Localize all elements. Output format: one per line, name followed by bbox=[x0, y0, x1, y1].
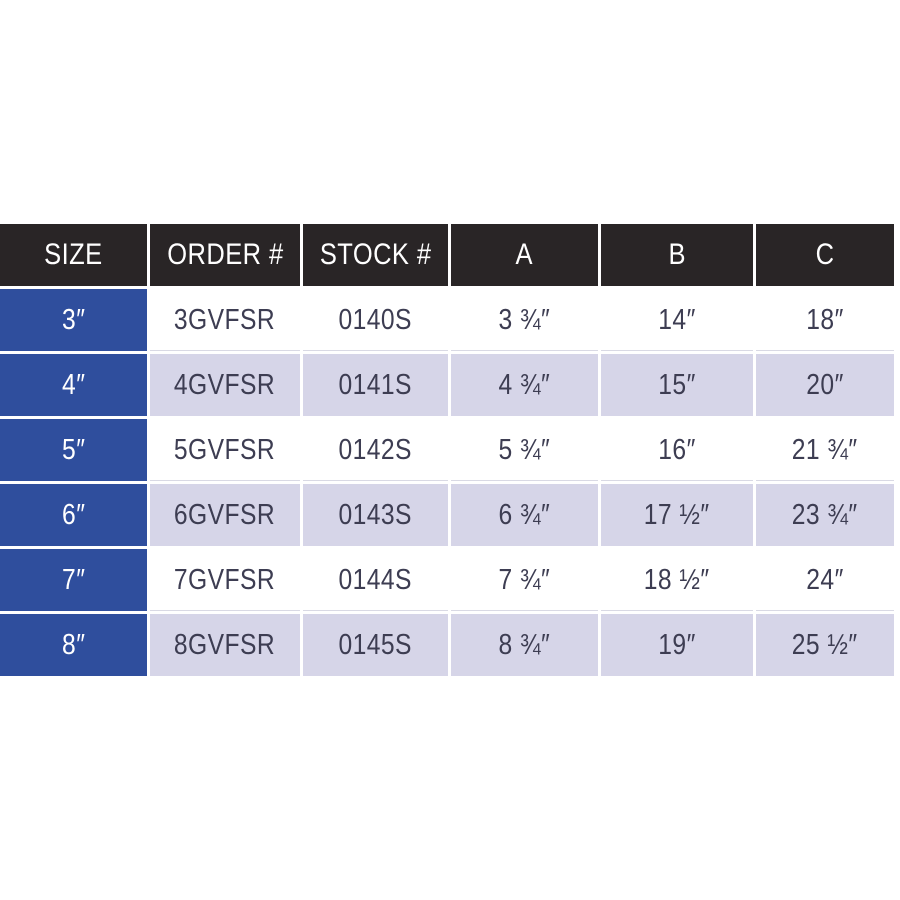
cell-dim-a: 4 ¾″ bbox=[451, 354, 598, 416]
spec-table: SIZE ORDER # STOCK # A B C 3″ 3GVFSR 014… bbox=[0, 224, 894, 676]
stock-number-value: 0144S bbox=[338, 563, 413, 596]
cell-order-number: 5GVFSR bbox=[150, 419, 300, 481]
dim-c-value: 21 ¾″ bbox=[792, 433, 858, 466]
col-header-size: SIZE bbox=[0, 224, 147, 286]
dim-a-value: 8 ¾″ bbox=[498, 628, 551, 661]
dim-a-value: 7 ¾″ bbox=[498, 563, 551, 596]
size-value: 7″ bbox=[61, 563, 86, 596]
cell-order-number: 3GVFSR bbox=[150, 289, 300, 351]
cell-size: 6″ bbox=[0, 484, 147, 546]
col-header-a-label: A bbox=[515, 238, 534, 271]
cell-dim-c: 25 ½″ bbox=[756, 614, 894, 676]
order-number-value: 8GVFSR bbox=[174, 628, 276, 661]
stock-number-value: 0142S bbox=[338, 433, 413, 466]
col-header-b: B bbox=[601, 224, 753, 286]
order-number-value: 4GVFSR bbox=[174, 368, 276, 401]
order-number-value: 3GVFSR bbox=[174, 303, 276, 336]
cell-size: 8″ bbox=[0, 614, 147, 676]
cell-dim-c: 24″ bbox=[756, 549, 894, 611]
dim-b-value: 17 ½″ bbox=[644, 498, 710, 531]
cell-dim-c: 18″ bbox=[756, 289, 894, 351]
cell-size: 3″ bbox=[0, 289, 147, 351]
col-header-c: C bbox=[756, 224, 894, 286]
dim-c-value: 25 ½″ bbox=[792, 628, 858, 661]
size-value: 8″ bbox=[61, 628, 86, 661]
cell-stock-number: 0142S bbox=[303, 419, 448, 481]
cell-size: 4″ bbox=[0, 354, 147, 416]
col-header-a: A bbox=[451, 224, 598, 286]
order-number-value: 7GVFSR bbox=[174, 563, 276, 596]
dim-b-value: 15″ bbox=[658, 368, 696, 401]
cell-dim-a: 8 ¾″ bbox=[451, 614, 598, 676]
cell-dim-b: 15″ bbox=[601, 354, 753, 416]
cell-stock-number: 0145S bbox=[303, 614, 448, 676]
cell-order-number: 4GVFSR bbox=[150, 354, 300, 416]
size-value: 4″ bbox=[61, 368, 86, 401]
dim-c-value: 18″ bbox=[806, 303, 844, 336]
cell-dim-b: 16″ bbox=[601, 419, 753, 481]
cell-dim-b: 17 ½″ bbox=[601, 484, 753, 546]
order-number-value: 6GVFSR bbox=[174, 498, 276, 531]
cell-stock-number: 0140S bbox=[303, 289, 448, 351]
cell-dim-b: 14″ bbox=[601, 289, 753, 351]
cell-dim-b: 18 ½″ bbox=[601, 549, 753, 611]
cell-dim-c: 20″ bbox=[756, 354, 894, 416]
dim-b-value: 14″ bbox=[658, 303, 696, 336]
cell-order-number: 7GVFSR bbox=[150, 549, 300, 611]
dim-a-value: 3 ¾″ bbox=[498, 303, 551, 336]
cell-stock-number: 0141S bbox=[303, 354, 448, 416]
cell-dim-a: 5 ¾″ bbox=[451, 419, 598, 481]
dim-b-value: 19″ bbox=[658, 628, 696, 661]
cell-order-number: 8GVFSR bbox=[150, 614, 300, 676]
dim-b-value: 18 ½″ bbox=[644, 563, 710, 596]
dim-a-value: 4 ¾″ bbox=[498, 368, 551, 401]
cell-size: 7″ bbox=[0, 549, 147, 611]
cell-dim-c: 21 ¾″ bbox=[756, 419, 894, 481]
col-header-stock-label: STOCK # bbox=[319, 238, 432, 271]
dim-c-value: 23 ¾″ bbox=[792, 498, 858, 531]
size-value: 3″ bbox=[61, 303, 86, 336]
dim-a-value: 6 ¾″ bbox=[498, 498, 551, 531]
dim-b-value: 16″ bbox=[658, 433, 696, 466]
size-value: 5″ bbox=[61, 433, 86, 466]
size-value: 6″ bbox=[61, 498, 86, 531]
cell-stock-number: 0144S bbox=[303, 549, 448, 611]
col-header-size-label: SIZE bbox=[44, 238, 103, 271]
cell-dim-a: 6 ¾″ bbox=[451, 484, 598, 546]
cell-dim-b: 19″ bbox=[601, 614, 753, 676]
stock-number-value: 0143S bbox=[338, 498, 413, 531]
dim-c-value: 24″ bbox=[806, 563, 844, 596]
cell-dim-a: 7 ¾″ bbox=[451, 549, 598, 611]
cell-size: 5″ bbox=[0, 419, 147, 481]
dim-a-value: 5 ¾″ bbox=[498, 433, 551, 466]
col-header-c-label: C bbox=[815, 238, 835, 271]
cell-dim-c: 23 ¾″ bbox=[756, 484, 894, 546]
order-number-value: 5GVFSR bbox=[174, 433, 276, 466]
col-header-stock: STOCK # bbox=[303, 224, 448, 286]
dim-c-value: 20″ bbox=[806, 368, 844, 401]
cell-dim-a: 3 ¾″ bbox=[451, 289, 598, 351]
col-header-order-label: ORDER # bbox=[166, 238, 284, 271]
col-header-b-label: B bbox=[668, 238, 686, 271]
stock-number-value: 0141S bbox=[338, 368, 413, 401]
stock-number-value: 0140S bbox=[338, 303, 413, 336]
stock-number-value: 0145S bbox=[338, 628, 413, 661]
cell-order-number: 6GVFSR bbox=[150, 484, 300, 546]
col-header-order: ORDER # bbox=[150, 224, 300, 286]
cell-stock-number: 0143S bbox=[303, 484, 448, 546]
